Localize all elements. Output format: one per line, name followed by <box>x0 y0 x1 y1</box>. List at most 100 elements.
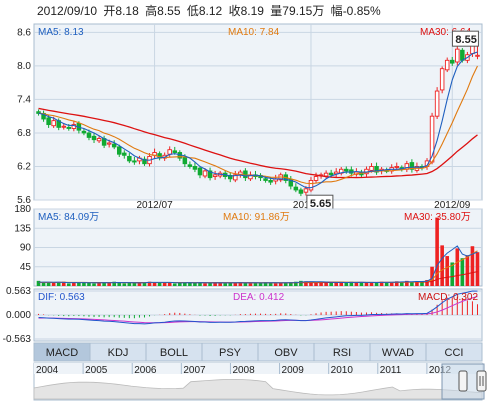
volume-bar <box>72 282 76 286</box>
volume-bar <box>228 283 233 286</box>
candle-body <box>106 142 112 145</box>
volume-bar <box>172 283 177 286</box>
dif-line <box>38 290 478 325</box>
candle-body <box>142 158 147 165</box>
timeline-year-label: 2007 <box>183 365 206 376</box>
candle-body <box>303 188 309 193</box>
low-callout-label: 5.65 <box>310 198 331 210</box>
indicator-tab-label[interactable]: WVAD <box>382 347 414 359</box>
indicator-tab-label[interactable]: PSY <box>219 347 242 359</box>
volume-bar <box>112 281 117 286</box>
indicator-tab-label[interactable]: BOLL <box>160 347 188 359</box>
candle-body <box>167 149 172 155</box>
volume-bar <box>107 282 111 286</box>
timeline-year-label: 2004 <box>36 365 59 376</box>
candle-body <box>61 125 67 128</box>
candle-body <box>450 59 455 64</box>
dea-line <box>38 296 478 324</box>
volume-bar <box>460 258 465 286</box>
volume-bar <box>309 282 313 286</box>
volume-bar <box>268 282 273 286</box>
timeline-history-area <box>33 379 483 400</box>
volume-ma5-line <box>38 245 478 284</box>
volume-bar <box>127 282 132 286</box>
candle-body <box>323 172 329 177</box>
timeline-year-label: 2005 <box>85 365 108 376</box>
macd-tick-label: 0.563 <box>6 286 31 297</box>
volume-bar <box>213 282 217 286</box>
volume-bar <box>203 283 207 286</box>
volume-ma5-legend: MA5: 84.09万 <box>38 212 99 223</box>
candle-body <box>197 167 203 176</box>
indicator-tab-cci[interactable] <box>425 342 483 362</box>
indicator-tab-label[interactable]: CCI <box>445 347 464 359</box>
timeline-handle-right[interactable] <box>476 370 487 392</box>
volume-bar <box>465 255 470 286</box>
candle-body <box>127 155 132 162</box>
timeline-navigator[interactable]: 2004 2005 2006 2007 2008 2009 2010 2011 2012 <box>33 362 487 401</box>
quote-header: 2012/09/10 开8.18 高8.55 低8.12 收8.19 量79.1… <box>37 3 381 18</box>
volume-ma30-legend: MA30: 35.80万 <box>404 212 471 223</box>
volume-bar <box>455 248 460 286</box>
volume-bar <box>117 283 122 286</box>
timeline-handle-left[interactable] <box>458 370 468 392</box>
volume-bar <box>415 281 419 286</box>
candle-body <box>116 146 122 155</box>
volume-bar <box>193 283 197 286</box>
volume-bar <box>102 282 106 286</box>
volume-bar <box>223 283 228 286</box>
timeline-year-labels: 2004 2005 2006 2007 2008 2009 2010 2011 2012 <box>36 363 452 376</box>
volume-bar <box>329 282 333 286</box>
candle-body <box>243 170 248 179</box>
candle-body <box>308 179 314 191</box>
volume-gridlines <box>34 208 482 268</box>
macd-legend: MACD: 0.302 <box>418 292 478 303</box>
indicator-tab-label[interactable]: KDJ <box>108 347 129 359</box>
volume-bar <box>41 282 46 286</box>
volume-bar <box>243 283 248 286</box>
volume-bar <box>339 282 344 286</box>
candle-body <box>394 166 400 168</box>
volume-bar <box>379 281 384 286</box>
price-tick-label: 6.8 <box>17 128 31 139</box>
dea-legend: DEA: 0.412 <box>233 292 285 303</box>
volume-bar <box>233 282 238 286</box>
volume-bar <box>188 282 192 286</box>
candle-body <box>313 176 319 181</box>
price-tick-label: 8.0 <box>17 61 31 72</box>
volume-bar <box>183 282 187 286</box>
close-label: 收 <box>229 4 241 18</box>
candle-body <box>212 174 218 177</box>
open-value: 8.18 <box>115 4 139 18</box>
macd-tick-label: -0.563 <box>3 334 32 345</box>
timeline-year-label: 2010 <box>331 365 354 376</box>
candle-body <box>66 126 72 129</box>
volume-tick-label: 45 <box>20 262 32 273</box>
macd-axis-ticks: 0.563 0.000 -0.563 <box>3 286 32 345</box>
candle-body <box>46 117 51 126</box>
high-callout-label: 8.55 <box>455 34 476 46</box>
candle-body <box>328 172 334 176</box>
volume-bar <box>97 283 101 286</box>
volume-bar <box>208 283 212 286</box>
volume-bar <box>273 283 278 286</box>
candle-body <box>111 143 117 148</box>
volume-bar <box>36 280 41 286</box>
indicator-tab-label[interactable]: MACD <box>46 347 78 359</box>
price-ma10-legend: MA10: 7.84 <box>228 27 280 38</box>
volume-bar <box>122 283 127 286</box>
indicator-tab-label[interactable]: OBV <box>274 347 298 359</box>
candle-body <box>233 174 238 181</box>
indicator-tab-label[interactable]: RSI <box>333 347 351 359</box>
candle-body <box>475 54 480 57</box>
date-tick-label: 2012/09 <box>434 200 471 211</box>
volume-bar <box>430 266 434 286</box>
volume-bar <box>299 280 303 286</box>
timeline-year-label: 2008 <box>232 365 255 376</box>
volume-ma10-legend: MA10: 91.86万 <box>223 212 290 223</box>
volume-tick-label: 135 <box>14 223 31 234</box>
candle-body <box>460 49 465 61</box>
volume-bar <box>405 280 409 286</box>
candle-body <box>227 174 233 180</box>
